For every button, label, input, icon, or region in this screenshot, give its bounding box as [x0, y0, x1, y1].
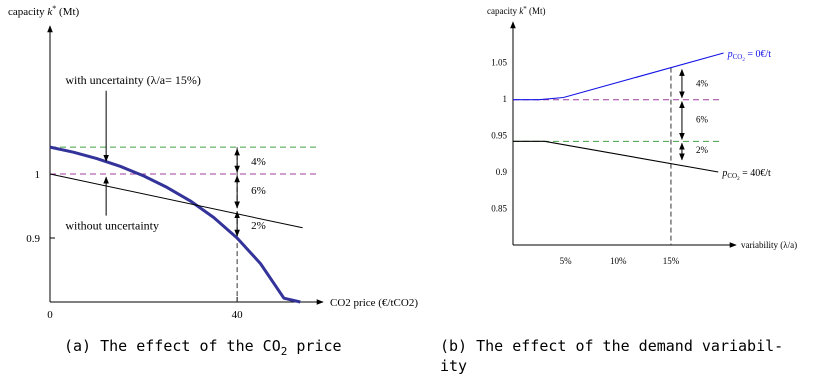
caption-a: (a) The effect of the CO2 price [64, 337, 342, 358]
x-tick-label-a-0: 0 [47, 309, 53, 321]
y-tick-label-b-0: 1.05 [491, 58, 507, 68]
x-tick-label-b-1: 10% [610, 256, 627, 266]
y-tick-label-b-3: 0.9 [496, 167, 508, 177]
series-label-b-p40: pCO2 = 40€/t [721, 168, 771, 182]
chart-panel-a: capacity k* (Mt) CO2 price (€/tCO2) 0 40 1… [8, 4, 418, 321]
y-tick-label-a-1: 0.9 [26, 233, 40, 245]
x-axis-label-a: CO2 price (€/tCO2) [330, 297, 418, 309]
y-tick-label-b-4: 0.85 [491, 204, 507, 214]
caption-b-line2: ity [440, 357, 467, 375]
y-tick-label-a-0: 1 [35, 169, 41, 181]
gap-label-a-1: 6% [251, 185, 266, 197]
gap-label-b-0: 4% [696, 79, 709, 89]
annotation-a-1: without uncertainty [65, 219, 159, 233]
gap-label-b-1: 6% [696, 114, 709, 124]
y-tick-label-b-1: 1 [503, 94, 508, 104]
series-line-b-p0 [513, 52, 724, 101]
caption-b-line1: (b) The effect of the demand variabil- [440, 337, 783, 355]
x-axis-label-b: variability (λ/a) [741, 240, 797, 250]
series-line-a-without [49, 173, 303, 229]
x-tick-label-a-1: 40 [232, 309, 244, 321]
series-label-b-p0: pCO2 = 0€/t [727, 49, 772, 63]
y-axis-label-b: capacity k* (Mt) [487, 5, 545, 16]
annotation-a-0: with uncertainty (λ/a= 15%) [65, 73, 201, 87]
chart-panel-b: capacity k* (Mt) variability (λ/a) 5% 10%… [487, 5, 797, 266]
gap-label-b-2: 2% [696, 145, 709, 155]
gap-label-a-0: 4% [251, 156, 266, 168]
y-tick-label-b-2: 0.95 [491, 131, 507, 141]
x-tick-label-b-0: 5% [560, 256, 573, 266]
series-line-b-p40 [513, 140, 719, 173]
y-axis-label-a: capacity k* (Mt) [8, 4, 80, 18]
x-tick-label-b-2: 15% [663, 256, 680, 266]
series-line-a-with [49, 145, 301, 304]
gap-label-a-2: 2% [251, 220, 266, 232]
